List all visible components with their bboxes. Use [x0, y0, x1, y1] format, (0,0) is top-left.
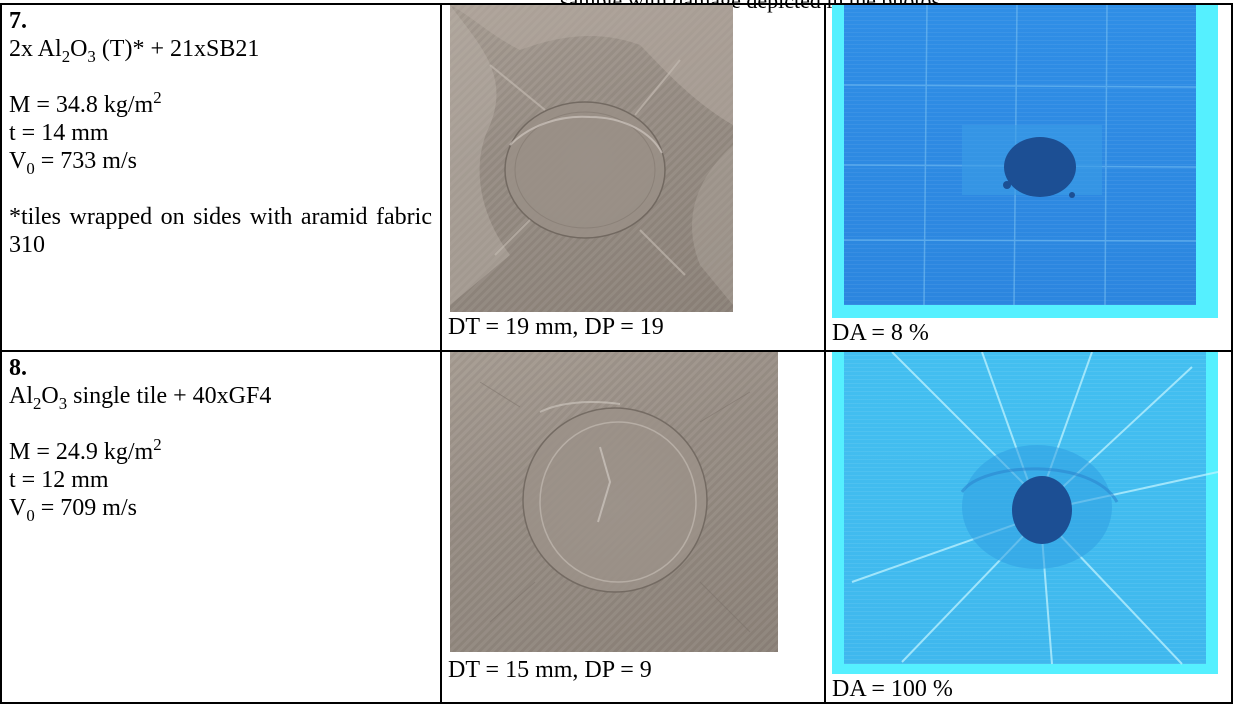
table-row: 8. Al2O3 single tile + 40xGF4 M = 24.9 k… — [0, 350, 1233, 704]
photo-caption: DT = 19 mm, DP = 19 — [448, 314, 664, 340]
c-scan-image — [832, 352, 1218, 674]
c-scan-graphic — [843, 5, 1197, 306]
scan-caption: DA = 100 % — [832, 676, 953, 702]
areal-mass: M = 34.8 kg/m2 — [9, 88, 162, 118]
results-table: 7. 2x Al2O3 (T)* + 21xSB21 M = 34.8 kg/m… — [0, 3, 1233, 704]
c-scan-image — [832, 5, 1218, 318]
photo-caption: DT = 15 mm, DP = 9 — [448, 657, 652, 683]
scan-caption: DA = 8 % — [832, 320, 929, 346]
sample-note: *tiles wrapped on sides with aramid fabr… — [9, 204, 432, 258]
damage-photo-graphic — [479, 381, 751, 633]
sample-number: 8. — [9, 355, 27, 381]
sample-configuration: 2x Al2O3 (T)* + 21xSB21 — [9, 36, 260, 66]
ultrasound-scan-cell: DA = 100 % — [824, 350, 1233, 704]
sample-number: 7. — [9, 8, 27, 34]
thickness: t = 14 mm — [9, 120, 109, 146]
impact-velocity: V0 = 733 m/s — [9, 148, 137, 178]
ultrasound-scan-cell: DA = 8 % — [824, 3, 1233, 352]
damage-photo — [450, 352, 778, 652]
sample-description-cell: 7. 2x Al2O3 (T)* + 21xSB21 M = 34.8 kg/m… — [0, 3, 442, 352]
impact-velocity: V0 = 709 m/s — [9, 495, 137, 525]
sample-description-cell: 8. Al2O3 single tile + 40xGF4 M = 24.9 k… — [0, 350, 442, 704]
damage-photo-cell: DT = 19 mm, DP = 19 — [440, 3, 826, 352]
thickness: t = 12 mm — [9, 467, 109, 493]
sample-configuration: Al2O3 single tile + 40xGF4 — [9, 383, 272, 413]
c-scan-graphic — [851, 352, 1218, 665]
damage-photo-cell: DT = 15 mm, DP = 9 — [440, 350, 826, 704]
damage-photo-graphic — [450, 5, 733, 305]
table-row: 7. 2x Al2O3 (T)* + 21xSB21 M = 34.8 kg/m… — [0, 3, 1233, 352]
damage-photo — [450, 5, 733, 312]
areal-mass: M = 24.9 kg/m2 — [9, 435, 162, 465]
